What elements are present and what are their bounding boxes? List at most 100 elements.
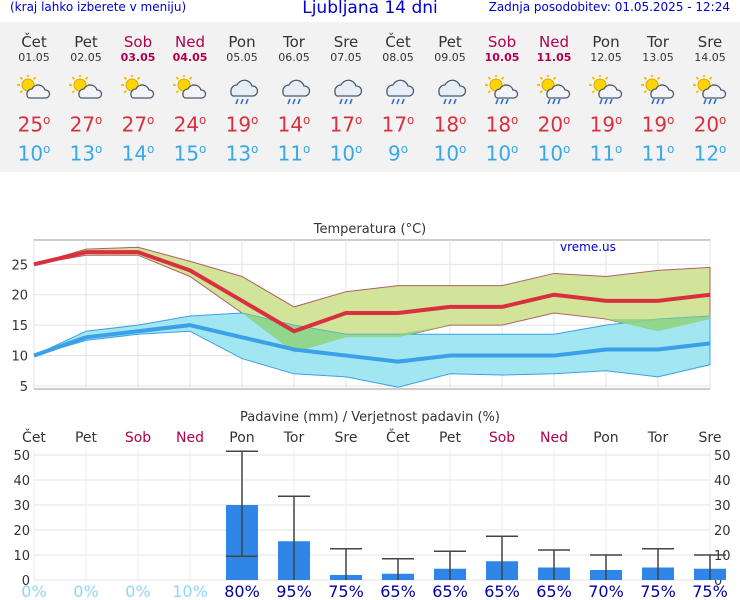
min-temp: 11o [641,141,675,166]
day-column: Čet 08.05 17o 9o [372,22,424,166]
menu-hint: (kraj lahko izberete v meniju) [10,0,187,14]
probability-label: 95% [276,582,312,600]
rain-drop [495,98,499,105]
probability-label: 0% [21,582,46,600]
max-temp: 18o [433,112,467,137]
rain-drop [505,98,509,105]
rain-drop [557,98,561,105]
x-day-label: Sre [699,430,722,446]
sun-ray [539,89,544,94]
day-date: 03.05 [120,51,156,64]
cloud [334,79,363,97]
cloud [26,84,51,99]
min-temp-value: 10 [433,141,460,166]
y-tick-label: 25 [11,258,28,273]
rain-drop [453,98,457,105]
sun-ray [188,76,193,81]
sun-cloud-icon [8,65,60,105]
min-temp: 9o [387,141,409,166]
sun-ray [695,89,700,94]
min-temp-value: 10 [17,141,44,166]
day-name: Sre [697,33,723,51]
rain-drop [297,98,301,105]
y-tick-label-right: 40 [714,474,731,489]
min-temp: 10o [329,141,363,166]
y-tick-label: 50 [13,449,30,464]
day-name: Pet [438,33,462,51]
sun-ray [136,76,141,81]
day-name: Čet [385,33,411,51]
day-name: Tor [647,33,669,51]
rain-drop [713,98,717,105]
min-temp-value: 12 [693,141,720,166]
max-temp-value: 19 [589,112,616,137]
max-temp: 25o [17,112,51,137]
day-column: Ned 11.05 20o 10o [528,22,580,166]
max-temp: 17o [329,112,363,137]
y-tick-label: 5 [20,380,28,395]
max-temp-line [33,250,711,334]
day-name: Pon [592,33,620,51]
day-name: Pon [228,33,256,51]
min-temp: 15o [173,141,207,166]
sun-ray [175,76,180,81]
x-day-label: Sob [489,430,515,446]
cloud [182,84,207,99]
x-day-label: Ned [176,430,204,446]
page-title: Ljubljana 14 dni [302,0,438,18]
rain-drop [599,98,603,105]
rain-drop [651,98,655,105]
probability-label: 75% [692,582,728,600]
y-tick-label: 20 [13,524,30,539]
day-column: Čet 01.05 25o 10o [8,22,60,166]
max-temp: 14o [277,112,311,137]
cloud [230,79,259,97]
rain-drop [500,98,504,105]
x-day-label: Pet [75,430,98,446]
day-column: Pet 09.05 18o 10o [424,22,476,166]
rain-drop [609,98,613,105]
probability-label: 80% [224,582,260,600]
x-day-label: Tor [283,430,305,446]
x-day-label: Pet [439,430,462,446]
day-date: 13.05 [642,51,674,64]
x-day-label: Pon [229,430,254,446]
sun-ray [708,76,713,81]
rain-drop [349,98,353,105]
day-column: Pon 05.05 19o 13o [216,22,268,166]
sun-ray [123,89,128,94]
sun-ray [500,76,505,81]
y-tick-label: 20 [11,289,28,304]
sun-ray [643,89,648,94]
max-temp-value: 17 [329,112,356,137]
min-temp: 10o [485,141,519,166]
sun-ray [32,76,37,81]
day-name: Ned [539,33,569,51]
min-temp-value: 10 [537,141,564,166]
max-temp-value: 24 [173,112,200,137]
sun-ray [604,76,609,81]
sun-cloud-icon [60,65,112,105]
max-temp-value: 25 [17,112,44,137]
min-temp-line [33,323,711,364]
rain-drop [443,98,447,105]
header: (kraj lahko izberete v meniju) Ljubljana… [0,0,740,22]
probability-label: 0% [125,582,150,600]
day-column: Tor 13.05 19o 11o [632,22,684,166]
rain-drop [391,98,395,105]
chart-title: Temperatura (°C) [313,222,426,237]
day-name: Čet [21,33,47,51]
min-temp: 13o [69,141,103,166]
day-date: 14.05 [694,51,726,64]
probability-label: 0% [73,582,98,600]
max-temp: 24o [173,112,207,137]
sun-ray [71,76,76,81]
rain-drop [401,98,405,105]
sun-ray [656,76,661,81]
max-temp-value: 19 [641,112,668,137]
sun-rain-icon [580,65,632,105]
sun-ray [591,89,596,94]
sun-cloud-icon [164,65,216,105]
max-temp-value: 27 [69,112,96,137]
cloud [438,79,467,97]
